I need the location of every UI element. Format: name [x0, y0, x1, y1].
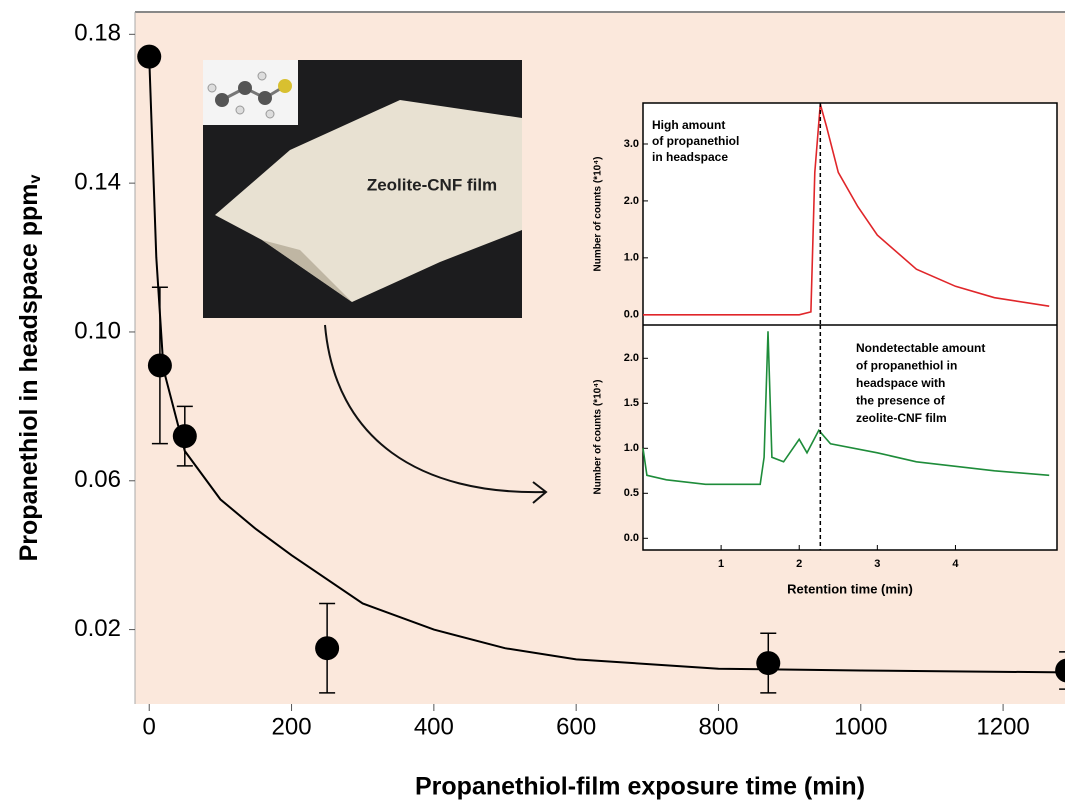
- y-axis-label: Propanethiol in headspace ppmv: [15, 175, 45, 562]
- point: [148, 353, 172, 377]
- x-tick-label: 1: [718, 558, 724, 570]
- x-tick-label: 800: [698, 713, 738, 740]
- point: [315, 636, 339, 660]
- annotation: zeolite-CNF film: [856, 411, 947, 425]
- annotation: High amount: [652, 118, 725, 132]
- point: [137, 45, 161, 69]
- x-axis-label: Propanethiol-film exposure time (min): [415, 773, 865, 801]
- inset-top-y-label: Number of counts (*10⁴): [593, 157, 604, 272]
- y-tick-label: 0.14: [74, 168, 121, 195]
- annotation: the presence of: [856, 394, 946, 408]
- x-tick-label: 1200: [976, 713, 1029, 740]
- y-tick-label: 1.5: [624, 397, 639, 409]
- y-tick-label: 0.10: [74, 317, 121, 344]
- inset-x-label: Retention time (min): [787, 581, 913, 596]
- y-tick-label: 0.06: [74, 466, 121, 493]
- x-tick-label: 2: [796, 558, 802, 570]
- x-tick-label: 400: [414, 713, 454, 740]
- y-tick-label: 0.5: [624, 487, 639, 499]
- y-tick-label: 2.0: [624, 195, 639, 207]
- y-tick-label: 0.0: [624, 309, 639, 321]
- chart: Zeolite-CNF film Propanethiol-film expos…: [0, 0, 1065, 808]
- y-tick-label: 1.0: [624, 442, 639, 454]
- y-tick-label: 0.0: [624, 532, 639, 544]
- point: [173, 424, 197, 448]
- y-axis-label-main: Propanethiol in headspace ppm: [15, 184, 43, 562]
- photo-label: Zeolite-CNF film: [367, 175, 497, 194]
- y-tick-label: 0.18: [74, 20, 121, 47]
- annotation: of propanethiol: [652, 134, 739, 148]
- y-axis-label-sub: v: [27, 175, 44, 184]
- point: [756, 651, 780, 675]
- y-tick-label: 2.0: [624, 352, 639, 364]
- inset-bottom-y-label: Number of counts (*10⁴): [593, 380, 604, 495]
- photo: Zeolite-CNF film: [203, 60, 522, 318]
- annotation: of propanethiol in: [856, 359, 957, 373]
- annotation: in headspace: [652, 150, 728, 164]
- y-tick-label: 1.0: [624, 252, 639, 264]
- x-tick-label: 4: [952, 558, 959, 570]
- annotation: headspace with: [856, 376, 945, 390]
- x-tick-label: 0: [143, 713, 156, 740]
- y-tick-label: 3.0: [624, 138, 639, 150]
- x-tick-label: 1000: [834, 713, 887, 740]
- x-tick-label: 600: [556, 713, 596, 740]
- y-tick-label: 0.02: [74, 615, 121, 642]
- x-tick-label: 3: [874, 558, 880, 570]
- inset-frame: [643, 103, 1057, 550]
- annotation: Nondetectable amount: [856, 341, 985, 355]
- x-tick-label: 200: [272, 713, 312, 740]
